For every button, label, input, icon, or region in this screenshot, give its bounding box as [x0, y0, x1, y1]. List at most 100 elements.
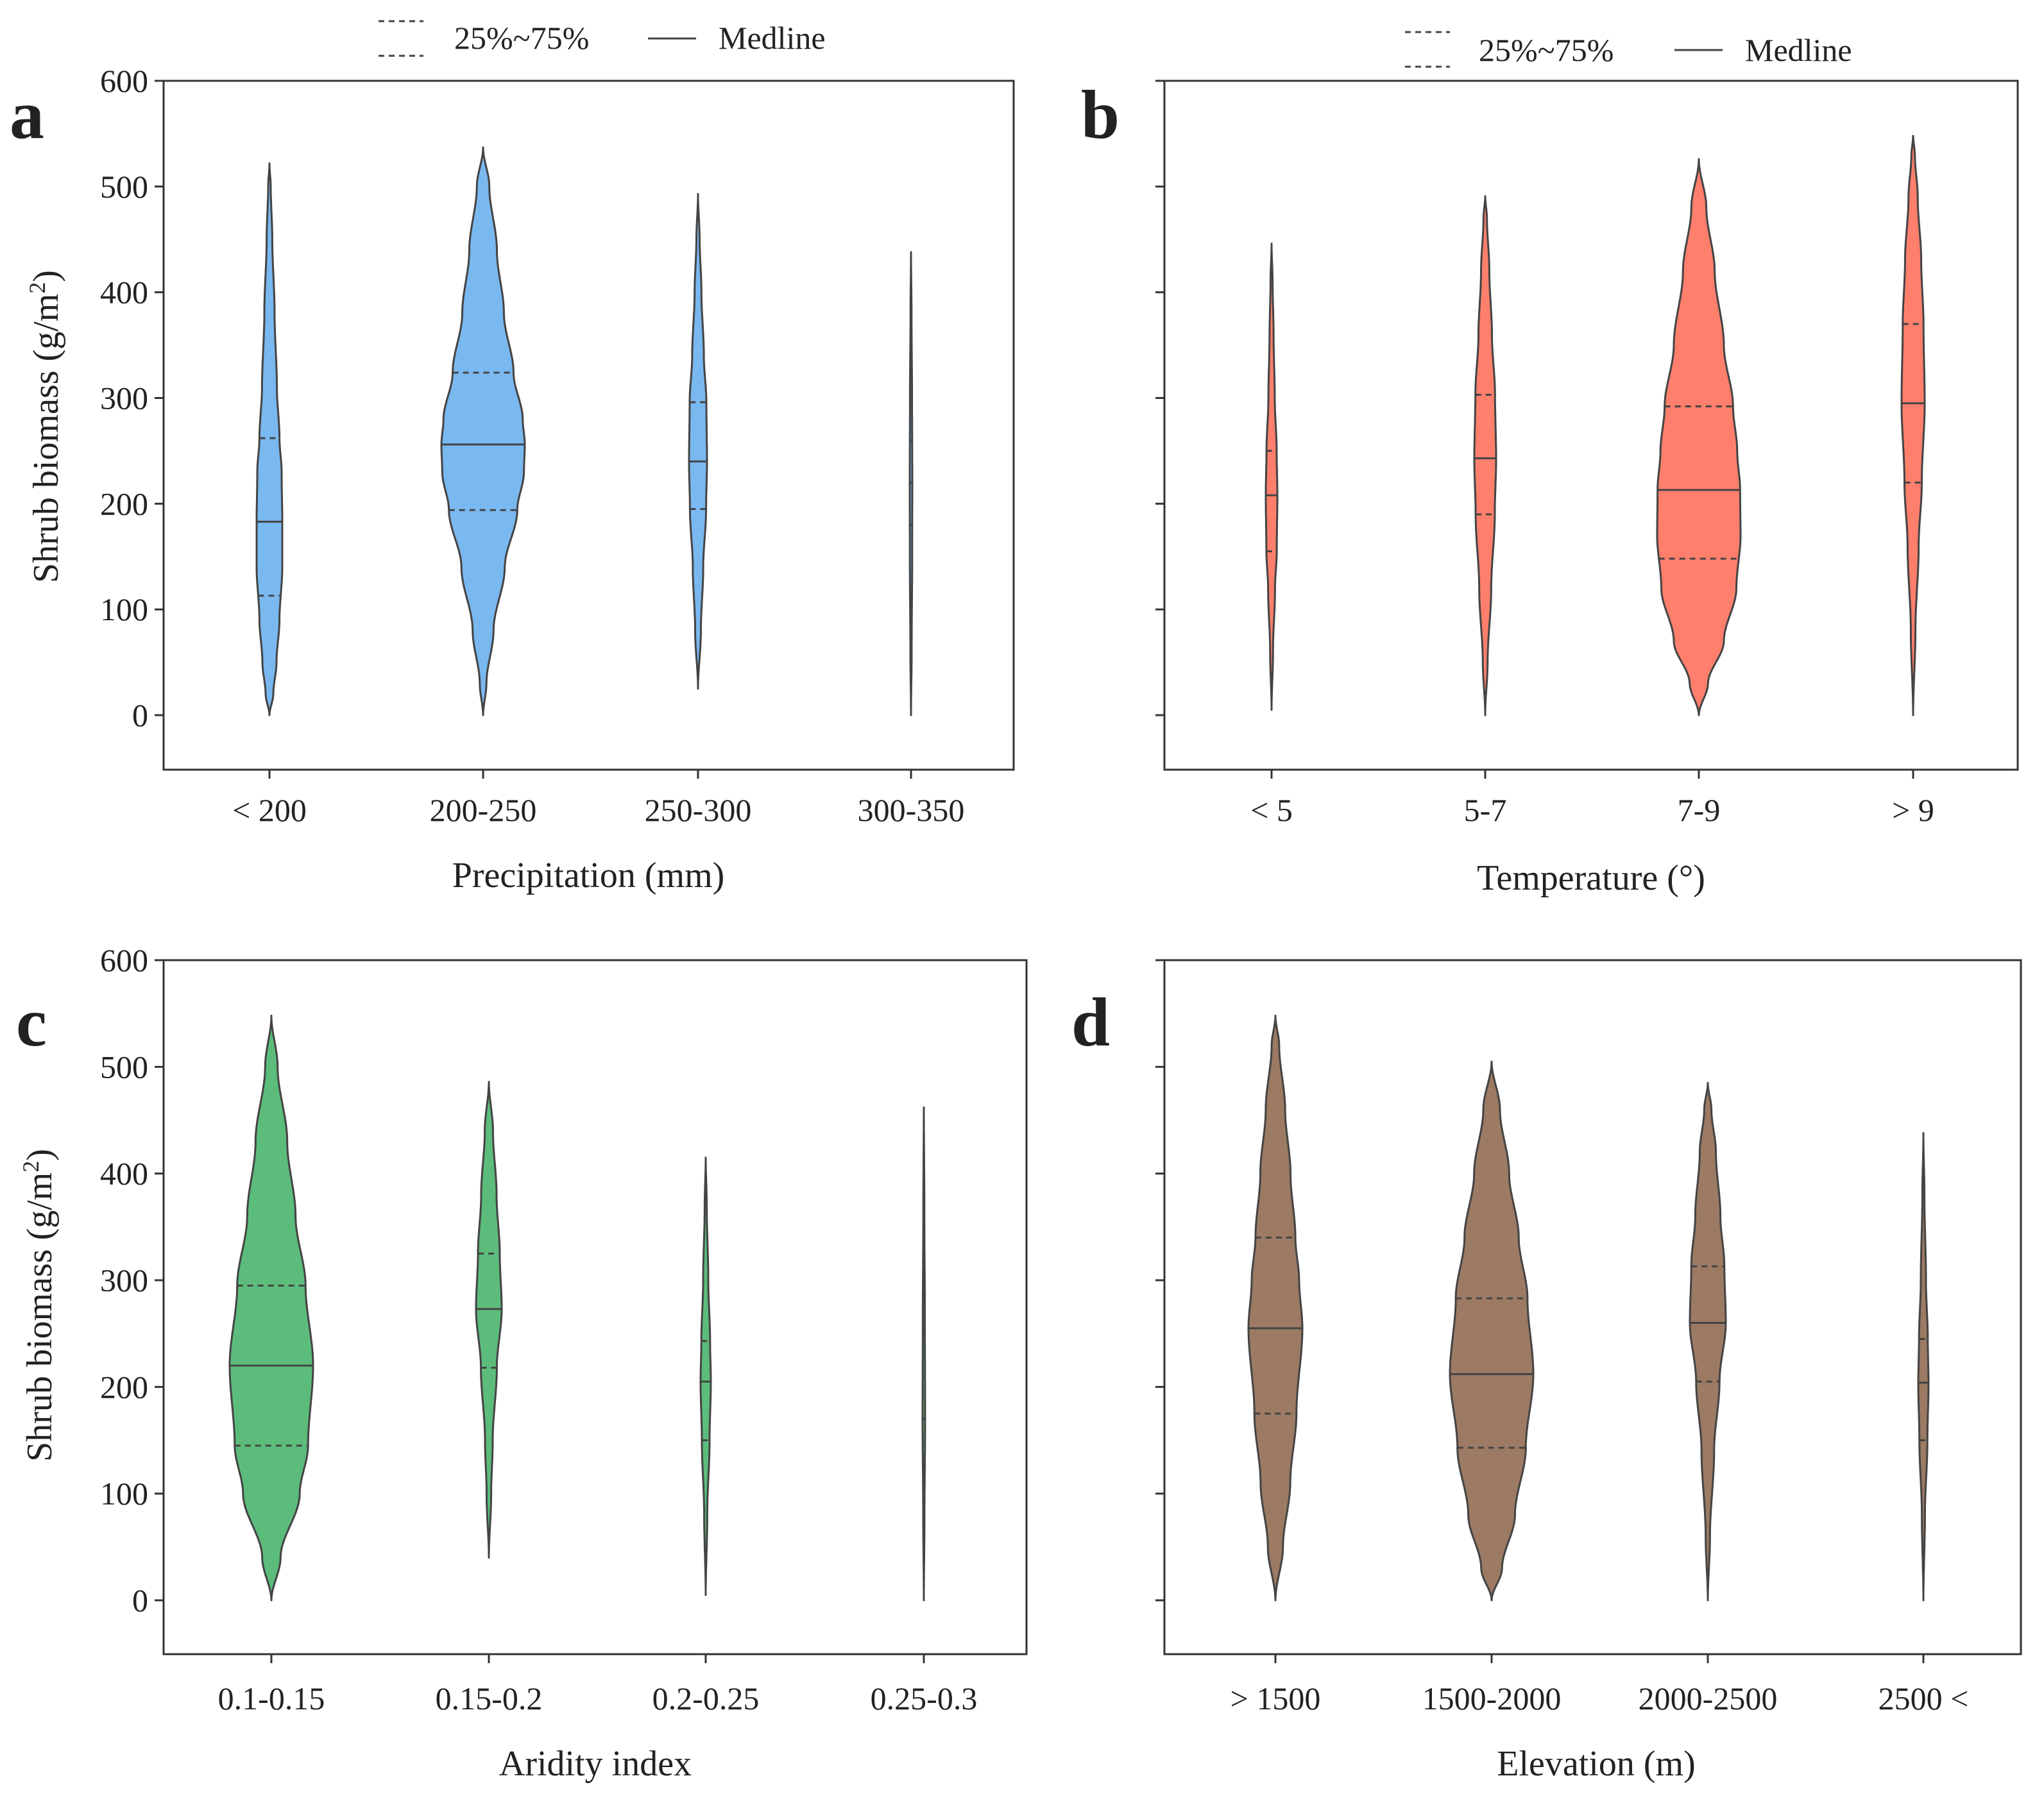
x-axis-label-c: Aridity index [499, 1744, 692, 1784]
x-tick-label-b-1: 5-7 [1464, 792, 1507, 828]
violin-d-2 [1689, 1081, 1727, 1602]
plot-frame-b [1163, 80, 2019, 771]
y-axis-a: 0 100 200 300 400 500 600 [100, 63, 164, 733]
y-tick-label-a-600: 600 [100, 63, 148, 99]
x-tick-label-b-2: 7-9 [1678, 792, 1721, 828]
x-axis-a: < 200 200-250 250-300 300-350 [232, 770, 964, 828]
panel-c-letter: c [16, 985, 47, 1061]
violin-c-3 [921, 1106, 926, 1602]
violin-body-c-3 [921, 1106, 926, 1602]
legend-a-quartile-label: 25%~75% [454, 20, 589, 56]
x-tick-label-c-3: 0.25-0.3 [871, 1680, 978, 1716]
violin-body-c-0 [228, 1015, 314, 1602]
violin-a-0 [255, 162, 284, 716]
violin-body-a-2 [688, 192, 708, 690]
legend-b-quartile-label: 25%~75% [1479, 32, 1614, 68]
violin-b-0 [1265, 242, 1279, 711]
x-tick-label-c-1: 0.15-0.2 [436, 1680, 543, 1716]
violin-body-b-3 [1900, 135, 1926, 716]
violins-a [255, 146, 914, 716]
violin-body-c-2 [699, 1156, 712, 1596]
y-axis-label-c: Shrub biomass (g/m2) [18, 1149, 60, 1462]
y-tick-label-c-0: 0 [132, 1582, 148, 1618]
x-axis-d: > 1500 1500-2000 2000-2500 2500 < [1231, 1654, 1969, 1716]
violin-body-b-1 [1473, 195, 1497, 716]
y-axis-label-a-close: ) [26, 270, 66, 282]
violin-d-3 [1917, 1132, 1930, 1602]
x-axis-label-a: Precipitation (mm) [452, 856, 725, 895]
panel-a: 25%~75% Medline a 0 100 200 300 400 500 600 < … [10, 20, 1015, 895]
violin-b-2 [1656, 158, 1742, 716]
x-axis-label-b: Temperature (°) [1477, 858, 1705, 898]
x-tick-label-a-0: < 200 [232, 792, 307, 828]
y-tick-label-a-200: 200 [100, 486, 148, 521]
violin-body-a-3 [908, 251, 914, 716]
x-tick-label-b-3: > 9 [1892, 792, 1934, 828]
violin-body-a-0 [255, 162, 284, 716]
y-tick-label-c-100: 100 [100, 1476, 148, 1512]
y-tick-label-c-200: 200 [100, 1369, 148, 1405]
violin-d-0 [1247, 1015, 1304, 1602]
x-tick-label-d-1: 1500-2000 [1422, 1680, 1562, 1716]
y-axis-label-c-main: Shrub biomass (g/m [20, 1172, 60, 1462]
y-tick-label-a-0: 0 [132, 697, 148, 733]
panel-d: d > 1500 1500-2000 2000-2500 2500 < Elevati… [1071, 959, 2022, 1784]
y-axis-label-a: Shrub biomass (g/m2) [24, 270, 66, 583]
panel-a-letter: a [10, 77, 44, 153]
y-tick-label-a-400: 400 [100, 275, 148, 310]
violin-a-1 [440, 146, 526, 716]
violin-body-b-2 [1656, 158, 1742, 716]
violin-body-d-0 [1247, 1015, 1304, 1602]
x-axis-c: 0.1-0.15 0.15-0.2 0.2-0.25 0.25-0.3 [218, 1654, 978, 1716]
violin-body-b-0 [1265, 242, 1279, 711]
violins-b [1265, 135, 1926, 716]
violins-c [228, 1015, 926, 1602]
panel-b-letter: b [1081, 77, 1120, 153]
x-tick-label-d-2: 2000-2500 [1639, 1680, 1778, 1716]
y-tick-label-c-400: 400 [100, 1156, 148, 1192]
plot-frame-d [1163, 959, 2022, 1655]
violin-body-d-3 [1917, 1132, 1930, 1602]
violin-body-d-1 [1449, 1060, 1535, 1602]
y-axis-c: 0 100 200 300 400 500 600 [100, 942, 164, 1618]
violin-b-1 [1473, 195, 1497, 716]
violins-d [1247, 1015, 1930, 1602]
y-tick-label-a-300: 300 [100, 380, 148, 416]
violin-a-2 [688, 192, 708, 690]
plot-frame-a [162, 80, 1015, 771]
y-tick-label-a-500: 500 [100, 169, 148, 205]
violin-body-c-1 [475, 1081, 503, 1559]
x-axis-b: < 5 5-7 7-9 > 9 [1250, 770, 1934, 828]
legend-a-median-label: Medline [719, 20, 826, 56]
y-axis-b [1155, 80, 1164, 716]
violin-a-3 [908, 251, 914, 716]
x-tick-label-a-2: 250-300 [645, 792, 752, 828]
y-axis-label-a-main: Shrub biomass (g/m [26, 294, 66, 583]
legend-b: 25%~75% Medline [1405, 31, 1852, 68]
x-tick-label-d-3: 2500 < [1878, 1680, 1969, 1716]
panel-b: 25%~75% Medline b < 5 5-7 7-9 > 9 Temperatu… [1081, 31, 2019, 898]
panel-d-letter: d [1071, 985, 1110, 1061]
y-tick-label-c-500: 500 [100, 1049, 148, 1085]
x-axis-label-d: Elevation (m) [1497, 1744, 1695, 1784]
y-axis-label-c-sup: 2 [18, 1161, 44, 1172]
violin-c-1 [475, 1081, 503, 1559]
legend-b-median-label: Medline [1745, 32, 1852, 68]
y-axis-label-c-close: ) [20, 1149, 60, 1161]
legend-a: 25%~75% Medline [379, 20, 826, 57]
y-axis-label-a-sup: 2 [24, 282, 50, 294]
violin-c-2 [699, 1156, 712, 1596]
violin-d-1 [1449, 1060, 1535, 1602]
y-axis-d [1155, 959, 1164, 1602]
x-tick-label-a-1: 200-250 [430, 792, 537, 828]
plot-frame-c [162, 959, 1028, 1655]
x-tick-label-c-0: 0.1-0.15 [218, 1680, 325, 1716]
x-tick-label-d-0: > 1500 [1231, 1680, 1321, 1716]
x-tick-label-a-3: 300-350 [858, 792, 965, 828]
violin-body-a-1 [440, 146, 526, 716]
y-tick-label-c-600: 600 [100, 942, 148, 978]
y-tick-label-a-100: 100 [100, 591, 148, 627]
violin-body-d-2 [1689, 1081, 1727, 1602]
